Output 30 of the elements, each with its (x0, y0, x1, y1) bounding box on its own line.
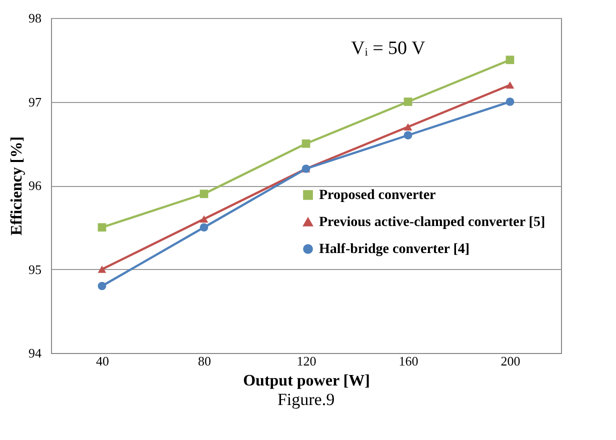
point (506, 56, 514, 64)
point (302, 139, 310, 148)
y-tick-label: 96 (28, 178, 42, 193)
point (404, 131, 412, 140)
y-tick-label: 98 (28, 10, 42, 26)
y-axis-title: Efficiency [%] (8, 136, 26, 236)
point (506, 98, 514, 106)
x-tick-label: 120 (296, 354, 316, 368)
legend-label: Proposed converter (319, 188, 436, 203)
x-tick-label: 200 (500, 354, 520, 368)
point (506, 81, 514, 89)
x-tick-label: 40 (96, 354, 109, 368)
point (404, 98, 412, 106)
text: Figure.9 (277, 390, 335, 409)
point (98, 282, 106, 290)
point (404, 123, 412, 130)
x-tick-label: 160 (398, 354, 418, 368)
point (200, 223, 208, 232)
legend-label: Half-bridge converter [4] (319, 242, 470, 257)
point (200, 215, 208, 223)
point (98, 223, 106, 232)
y-tick-label: 97 (28, 94, 42, 110)
x-tick-label: 80 (198, 354, 211, 368)
legend-label: Previous active-clamped converter [5] (319, 215, 546, 230)
y-tick-label: 94 (28, 346, 42, 360)
point (98, 266, 106, 273)
x-axis-title: Output power [W] (243, 372, 370, 390)
y-tick-label: 95 (28, 262, 42, 277)
annotation: Vᵢ = 50 V (351, 38, 426, 59)
point (200, 190, 208, 198)
